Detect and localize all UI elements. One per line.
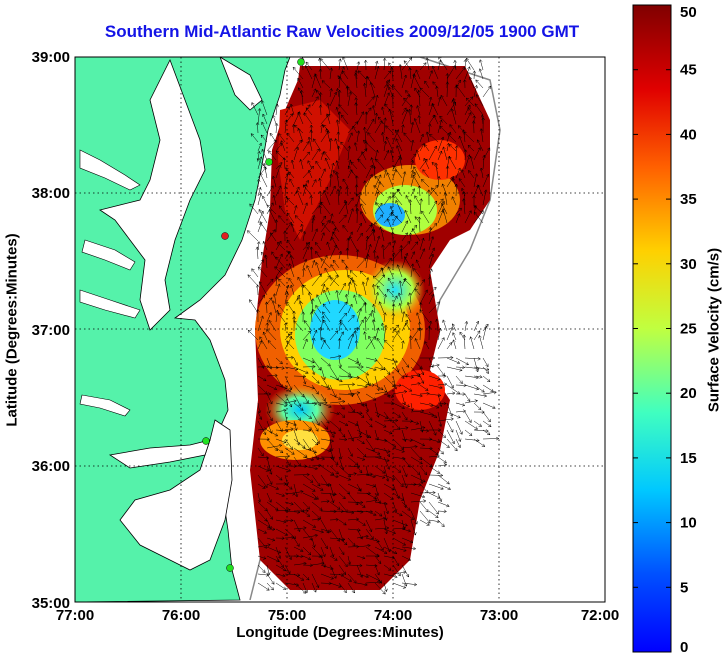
delaware-bay: [219, 57, 263, 111]
map-title: Southern Mid-Atlantic Raw Velocities 200…: [104, 22, 580, 41]
x-tick-label: 74:00: [374, 607, 412, 624]
x-tick-label: 75:00: [268, 607, 306, 624]
y-tick-label: 38:00: [32, 185, 70, 202]
river: [81, 239, 136, 271]
colorbar-tick-label: 50: [680, 4, 697, 21]
colorbar-tick-label: 30: [680, 256, 697, 273]
grid-lines: [75, 57, 605, 602]
colorbar-tick-label: 35: [680, 191, 697, 208]
colorbar-tick-label: 0: [680, 639, 688, 656]
river: [79, 289, 141, 319]
x-axis-ticks: 77:00 76:00 75:00 74:00 73:00 72:00: [56, 607, 619, 624]
y-tick-label: 35:00: [32, 595, 70, 612]
albemarle-sound: [108, 439, 211, 469]
river: [79, 149, 141, 191]
river: [79, 394, 131, 417]
colorbar-tick-label: 15: [680, 450, 697, 467]
y-tick-label: 39:00: [32, 49, 70, 66]
station-marker: [265, 158, 273, 166]
y-tick-label: 37:00: [32, 322, 70, 339]
x-axis-label: Longitude (Degrees:Minutes): [236, 624, 444, 641]
radar-stations: [202, 58, 305, 572]
station-marker: [221, 232, 229, 240]
y-tick-label: 36:00: [32, 458, 70, 475]
station-marker: [226, 564, 234, 572]
colorbar-tick-label: 25: [680, 321, 697, 338]
colorbar-tick-label: 5: [680, 579, 688, 596]
velocity-field: [247, 57, 499, 595]
x-tick-label: 72:00: [581, 607, 619, 624]
chesapeake-bay: [99, 59, 206, 331]
colorbar-tick-label: 45: [680, 62, 697, 79]
colorbar-tick-label: 10: [680, 515, 697, 532]
x-tick-label: 73:00: [480, 607, 518, 624]
pamlico-sound: [119, 419, 233, 571]
colorbar-tick-label: 40: [680, 126, 697, 143]
station-marker: [202, 437, 210, 445]
station-marker: [297, 58, 305, 66]
colorbar-tick-label: 20: [680, 385, 697, 402]
colorbar: [632, 4, 672, 653]
x-tick-label: 76:00: [162, 607, 200, 624]
x-tick-label: 77:00: [56, 607, 94, 624]
y-axis-ticks: 35:00 36:00 37:00 38:00 39:00: [32, 49, 70, 612]
colorbar-ticks: 0 5 10 15 20 25 30 35 40 45 50: [633, 4, 697, 656]
